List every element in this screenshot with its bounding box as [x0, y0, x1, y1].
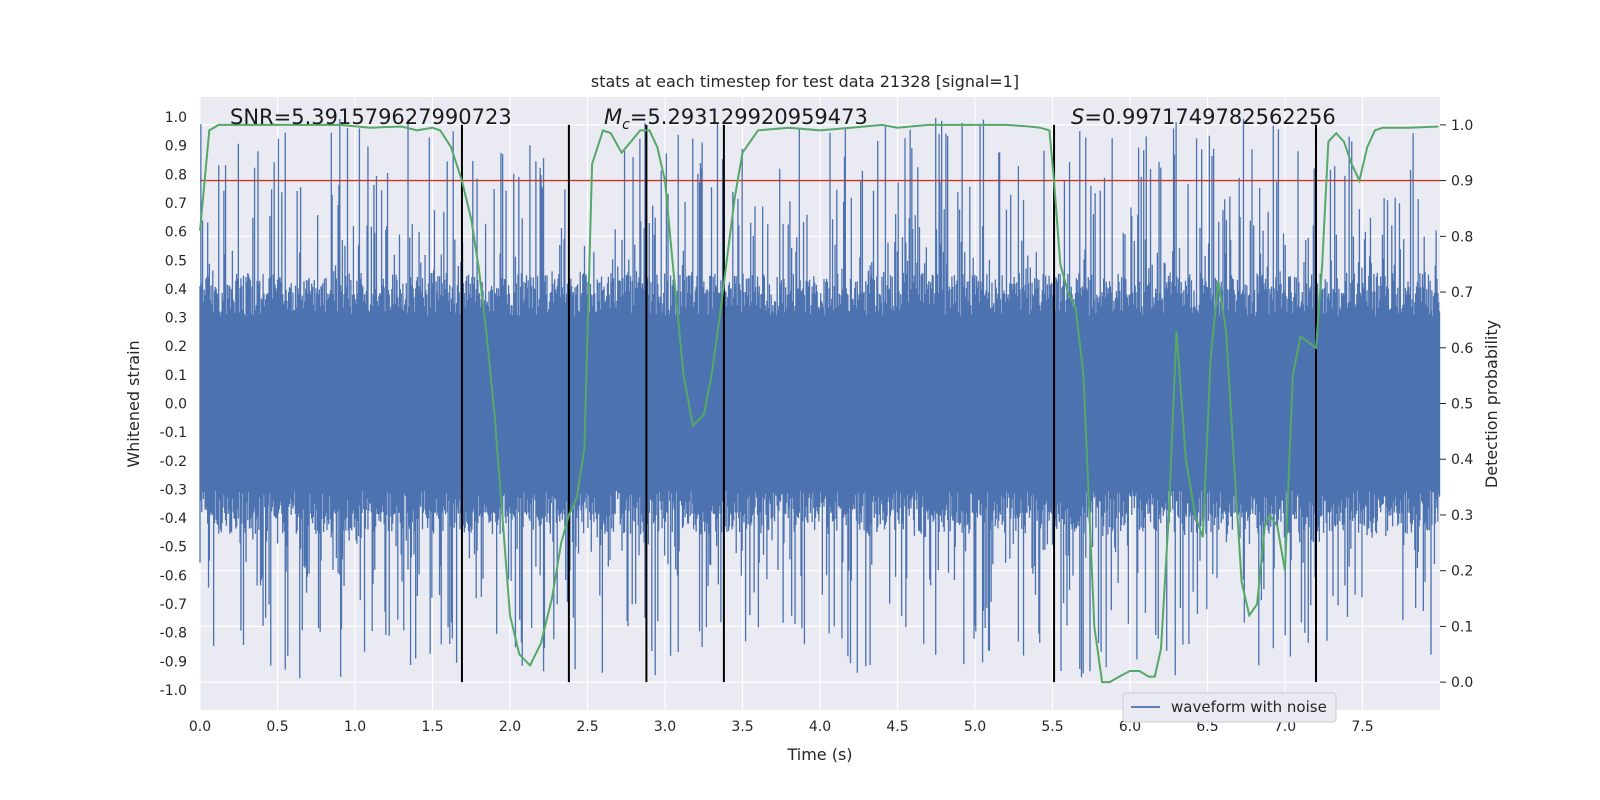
y-tick-label-left: -0.5	[160, 540, 187, 556]
x-tick-label: 7.0	[1274, 719, 1296, 735]
x-tick-label: 1.5	[421, 719, 443, 735]
probability-line	[199, 123, 1439, 684]
y-tick-label-left: 0.0	[165, 397, 187, 413]
x-tick-label: 5.0	[964, 719, 986, 735]
x-ticks: 0.0 0.5 1.0 1.5 2.0 2.5 3.0 3.5 4.0 4.5 5.0 5.5 6.0 6…	[189, 719, 1374, 735]
y-tick-label-left: 0.3	[165, 311, 187, 327]
y-tick-label-right: 0.6	[1451, 341, 1473, 357]
y-tick-label-right: 0.9	[1451, 174, 1473, 190]
y-tick-label-right: 0.3	[1451, 508, 1473, 524]
y-tick-label-right: 0.4	[1451, 452, 1473, 468]
waveform-core	[200, 316, 1440, 491]
y-tick-label-left: 0.5	[165, 253, 187, 269]
x-tick-label: 3.0	[654, 719, 676, 735]
y-tick-label-right: 0.8	[1451, 229, 1473, 245]
legend-box	[1122, 692, 1337, 723]
x-tick-label: 0.0	[189, 719, 211, 735]
chirp-mass-value: =5.293129920959473	[630, 105, 868, 129]
x-tick-label: 2.0	[499, 719, 521, 735]
y-tick-label-left: -0.2	[160, 454, 187, 470]
x-tick-label: 4.5	[886, 719, 908, 735]
x-tick-label: 4.0	[809, 719, 831, 735]
probability-series-group	[199, 123, 1439, 684]
x-tick-label: 1.0	[344, 719, 366, 735]
y-tick-label-left: -0.7	[160, 597, 187, 613]
chirp-mass-annotation: Mc=5.293129920959473	[604, 105, 868, 133]
y-axis-label-right: Detection probability	[1482, 320, 1501, 488]
y-tick-label-left: -0.8	[160, 626, 187, 642]
x-axis-label: Time (s)	[786, 745, 852, 764]
x-tick-label: 2.5	[576, 719, 598, 735]
y-tick-label-right: 0.0	[1451, 675, 1473, 691]
chirp-mass-symbol: M	[604, 105, 622, 129]
s-value: =0.9971749782562256	[1084, 105, 1335, 129]
legend-label: waveform with noise	[1171, 698, 1327, 716]
x-tick-label: 6.5	[1196, 719, 1218, 735]
x-tick-label: 6.0	[1119, 719, 1141, 735]
y-tick-label-left: -0.4	[160, 511, 187, 527]
chart-title: stats at each timestep for test data 213…	[591, 72, 1019, 91]
y-tick-label-left: 0.2	[165, 339, 187, 355]
y-tick-label-right: 0.1	[1451, 619, 1473, 635]
x-tick-label: 5.5	[1041, 719, 1063, 735]
y-tick-label-right: 0.2	[1451, 564, 1473, 580]
x-tick-label: 0.5	[266, 719, 288, 735]
snr-annotation: SNR=5.391579627990723	[230, 105, 512, 129]
y-tick-label-left: -0.3	[160, 482, 187, 498]
y-tick-label-left: 0.9	[165, 139, 187, 155]
vertical-lines	[460, 124, 1317, 683]
y-tick-label-left: 0.1	[165, 368, 187, 384]
y-tick-label-left: 0.6	[165, 225, 187, 241]
y-tick-label-left: 0.8	[165, 167, 187, 183]
y-ticks-left: 1.0 0.9 0.8 0.7 0.6 0.5 0.4 0.3 0.2 0.1 0.0 -0.1 -0.…	[160, 110, 187, 699]
y-tick-label-left: 1.0	[165, 110, 187, 126]
s-symbol: S	[1071, 105, 1084, 129]
y-axis-label-left: Whitened strain	[124, 340, 143, 467]
y-tick-label-left: -1.0	[160, 683, 187, 699]
y-tick-label-left: -0.6	[160, 568, 187, 584]
y-tick-label-left: -0.9	[160, 654, 187, 670]
y-ticks-right: 1.0 0.9 0.8 0.7 0.6 0.5 0.4 0.3 0.2 0.1 0.0	[1440, 118, 1473, 691]
y-tick-label-left: -0.1	[160, 425, 187, 441]
chirp-mass-subscript: c	[622, 117, 630, 133]
legend: waveform with noise	[1122, 692, 1337, 723]
y-tick-label-right: 1.0	[1451, 118, 1473, 134]
y-tick-label-left: 0.4	[165, 282, 187, 298]
y-tick-label-left: 0.7	[165, 196, 187, 212]
x-tick-label: 7.5	[1351, 719, 1373, 735]
y-tick-label-right: 0.7	[1451, 285, 1473, 301]
s-annotation: S=0.9971749782562256	[1071, 105, 1336, 129]
y-tick-label-right: 0.5	[1451, 397, 1473, 413]
x-tick-label: 3.5	[731, 719, 753, 735]
